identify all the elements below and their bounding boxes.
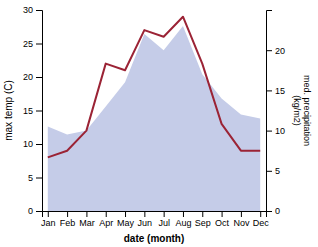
tick-mark bbox=[36, 77, 42, 78]
tick-label: 25 bbox=[23, 39, 33, 49]
x-tick: Nov bbox=[233, 211, 250, 228]
tick-mark bbox=[266, 90, 272, 91]
x-tick: Apr bbox=[99, 211, 113, 228]
tick-mark bbox=[125, 211, 126, 217]
tick-label: Mar bbox=[79, 218, 95, 228]
tick-mark bbox=[106, 211, 107, 217]
tick-label: Oct bbox=[215, 218, 230, 228]
x-tick: Aug bbox=[175, 211, 191, 228]
tick-label: Nov bbox=[233, 218, 250, 228]
tick-mark bbox=[222, 211, 223, 217]
tick-mark bbox=[144, 211, 145, 217]
y2-tick: 10 bbox=[266, 126, 285, 136]
tick-mark bbox=[36, 211, 42, 212]
y-tick: 25 bbox=[23, 39, 42, 49]
tick-label: 15 bbox=[23, 106, 33, 116]
y-tick: 10 bbox=[23, 139, 42, 149]
y2-axis-title: med. precipitation(kg/m2) bbox=[292, 75, 312, 146]
axis-line bbox=[43, 212, 267, 218]
tick-label: 30 bbox=[23, 5, 33, 15]
tick-mark bbox=[266, 50, 272, 51]
x-tick: Dec bbox=[253, 211, 270, 228]
tick-mark bbox=[183, 211, 184, 217]
tick-label: 20 bbox=[275, 46, 285, 56]
tick-mark bbox=[202, 211, 203, 217]
tick-mark bbox=[260, 211, 261, 217]
tick-mark bbox=[36, 111, 42, 112]
x-tick: Oct bbox=[215, 211, 230, 228]
tick-label: Jan bbox=[41, 218, 56, 228]
y-axis: 0 5 10 15 20 25 30 bbox=[23, 5, 43, 216]
tick-mark bbox=[86, 211, 87, 217]
tick-label: Jun bbox=[138, 218, 153, 228]
area bbox=[48, 26, 260, 211]
tick-label: 10 bbox=[275, 126, 285, 136]
tick-mark bbox=[36, 144, 42, 145]
chart-container: Jan FebMar Apr MayJun Jul Aug Sep OctNovDec 0 5 10… bbox=[0, 0, 318, 247]
tick-label: Sep bbox=[195, 218, 211, 228]
tick-mark bbox=[164, 211, 165, 217]
x-tick: Feb bbox=[60, 211, 76, 228]
tick-label: Jul bbox=[158, 218, 170, 228]
y-axis-title: max temp (C) bbox=[3, 80, 14, 141]
tick-label: 20 bbox=[23, 72, 33, 82]
tick-label: Apr bbox=[99, 218, 113, 228]
tick-label: 0 bbox=[28, 206, 33, 216]
axis-line bbox=[36, 11, 43, 212]
y-tick: 30 bbox=[23, 5, 42, 15]
tick-mark bbox=[266, 211, 272, 212]
axis-line bbox=[267, 11, 273, 212]
x-tick: Jun bbox=[138, 211, 153, 228]
y2-axis: 0 5 10 15 20 bbox=[266, 11, 285, 217]
y2-tick: 0 bbox=[266, 206, 280, 216]
chart-svg: Jan FebMar Apr MayJun Jul Aug Sep OctNovDec 0 5 10… bbox=[0, 0, 318, 247]
y2-tick: 5 bbox=[266, 166, 280, 176]
tick-label: 10 bbox=[23, 139, 33, 149]
y-tick: 15 bbox=[23, 106, 42, 116]
tick-mark bbox=[266, 171, 272, 172]
tick-label: Feb bbox=[60, 218, 76, 228]
tick-label: May bbox=[117, 218, 135, 228]
y-tick: 5 bbox=[28, 173, 42, 183]
tick-label: 0 bbox=[275, 206, 280, 216]
tick-mark bbox=[67, 211, 68, 217]
x-tick: Mar bbox=[79, 211, 95, 228]
y2-axis-title-line: med. precipitation bbox=[302, 75, 312, 146]
tick-mark bbox=[48, 211, 49, 217]
y-tick: 0 bbox=[28, 206, 42, 216]
tick-mark bbox=[36, 10, 42, 11]
y2-tick: 15 bbox=[266, 86, 285, 96]
tick-label: 5 bbox=[275, 166, 280, 176]
tick-mark bbox=[36, 178, 42, 179]
y2-axis-title-line: (kg/m2) bbox=[292, 95, 302, 126]
tick-label: 5 bbox=[28, 173, 33, 183]
x-axis-title: date (month) bbox=[124, 233, 185, 244]
tick-label: 15 bbox=[275, 86, 285, 96]
tick-mark bbox=[266, 131, 272, 132]
tick-mark bbox=[241, 211, 242, 217]
x-tick: Sep bbox=[195, 211, 211, 228]
marks bbox=[48, 17, 260, 211]
tick-label: Dec bbox=[253, 218, 270, 228]
y-tick: 20 bbox=[23, 72, 42, 82]
x-axis: Jan FebMar Apr MayJun Jul Aug Sep OctNovDec bbox=[41, 211, 269, 228]
y2-tick: 20 bbox=[266, 46, 285, 56]
tick-label: Aug bbox=[175, 218, 191, 228]
x-tick: May bbox=[117, 211, 135, 228]
tick-mark bbox=[36, 44, 42, 45]
x-tick: Jul bbox=[158, 211, 170, 228]
x-tick: Jan bbox=[41, 211, 56, 228]
line bbox=[48, 17, 260, 158]
plot-root: Jan FebMar Apr MayJun Jul Aug Sep OctNovDec 0 5 10… bbox=[23, 5, 285, 228]
